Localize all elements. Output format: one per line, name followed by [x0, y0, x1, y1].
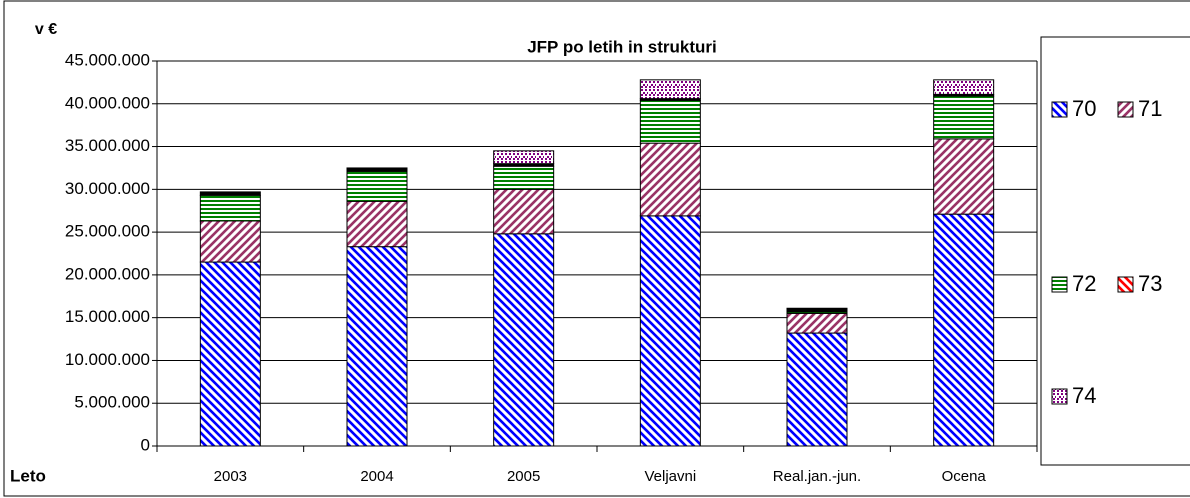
bar-segment — [346, 246, 408, 447]
legend-swatch — [1051, 276, 1068, 293]
bar-segment — [639, 142, 701, 217]
legend-swatch — [1051, 388, 1068, 405]
bar-segment — [346, 200, 408, 248]
y-tick-label: 0 — [141, 435, 150, 454]
legend-label: 71 — [1138, 96, 1162, 121]
y-tick-label: 35.000.000 — [65, 136, 150, 155]
bar-segment — [493, 188, 555, 235]
y-tick-label: 45.000.000 — [65, 50, 150, 69]
bar-segment — [493, 150, 555, 165]
bar-segment — [639, 79, 701, 100]
y-tick-label: 10.000.000 — [65, 350, 150, 369]
y-tick-label: 40.000.000 — [65, 93, 150, 112]
bar-segment — [933, 213, 995, 447]
bar-segment — [933, 95, 995, 140]
bar-segment — [199, 261, 261, 447]
legend-label: 73 — [1138, 271, 1162, 296]
bar-segment — [786, 312, 848, 334]
bar-segment — [933, 138, 995, 215]
bar-segment — [493, 165, 555, 190]
y-tick-label: 5.000.000 — [74, 393, 150, 412]
legend-swatch — [1117, 276, 1134, 293]
x-tick-label: Ocena — [942, 468, 987, 485]
bar-segment — [786, 332, 848, 447]
y-tick-label: 25.000.000 — [65, 222, 150, 241]
bar-segment — [933, 79, 995, 95]
y-tick-label: 15.000.000 — [65, 307, 150, 326]
x-tick-label: 2005 — [507, 468, 540, 485]
bar-segment — [346, 170, 408, 202]
bar-segment — [199, 220, 261, 263]
bar-segment — [346, 167, 408, 172]
legend-label: 72 — [1072, 271, 1096, 296]
bar-segment — [786, 307, 848, 313]
legend-swatch — [1117, 101, 1134, 118]
x-tick-label: Real.jan.-jun. — [773, 468, 861, 485]
legend-label: 74 — [1072, 383, 1096, 408]
bar-segment — [199, 191, 261, 196]
legend-label: 70 — [1072, 96, 1096, 121]
legend-swatch — [1051, 101, 1068, 118]
x-tick-label: 2004 — [360, 468, 393, 485]
chart-frame — [3, 0, 1190, 497]
y-tick-label: 30.000.000 — [65, 179, 150, 198]
x-tick-label: 2003 — [214, 468, 247, 485]
chart-title: JFP po letih in strukturi — [527, 37, 717, 56]
y-axis-label: v € — [35, 21, 57, 38]
bar-segment — [639, 99, 701, 144]
bar-segment — [639, 215, 701, 447]
bar-segment — [493, 233, 555, 447]
bar-segment — [199, 194, 261, 222]
y-tick-label: 20.000.000 — [65, 264, 150, 283]
x-axis-label: Leto — [10, 466, 46, 485]
x-tick-label: Veljavni — [644, 468, 696, 485]
